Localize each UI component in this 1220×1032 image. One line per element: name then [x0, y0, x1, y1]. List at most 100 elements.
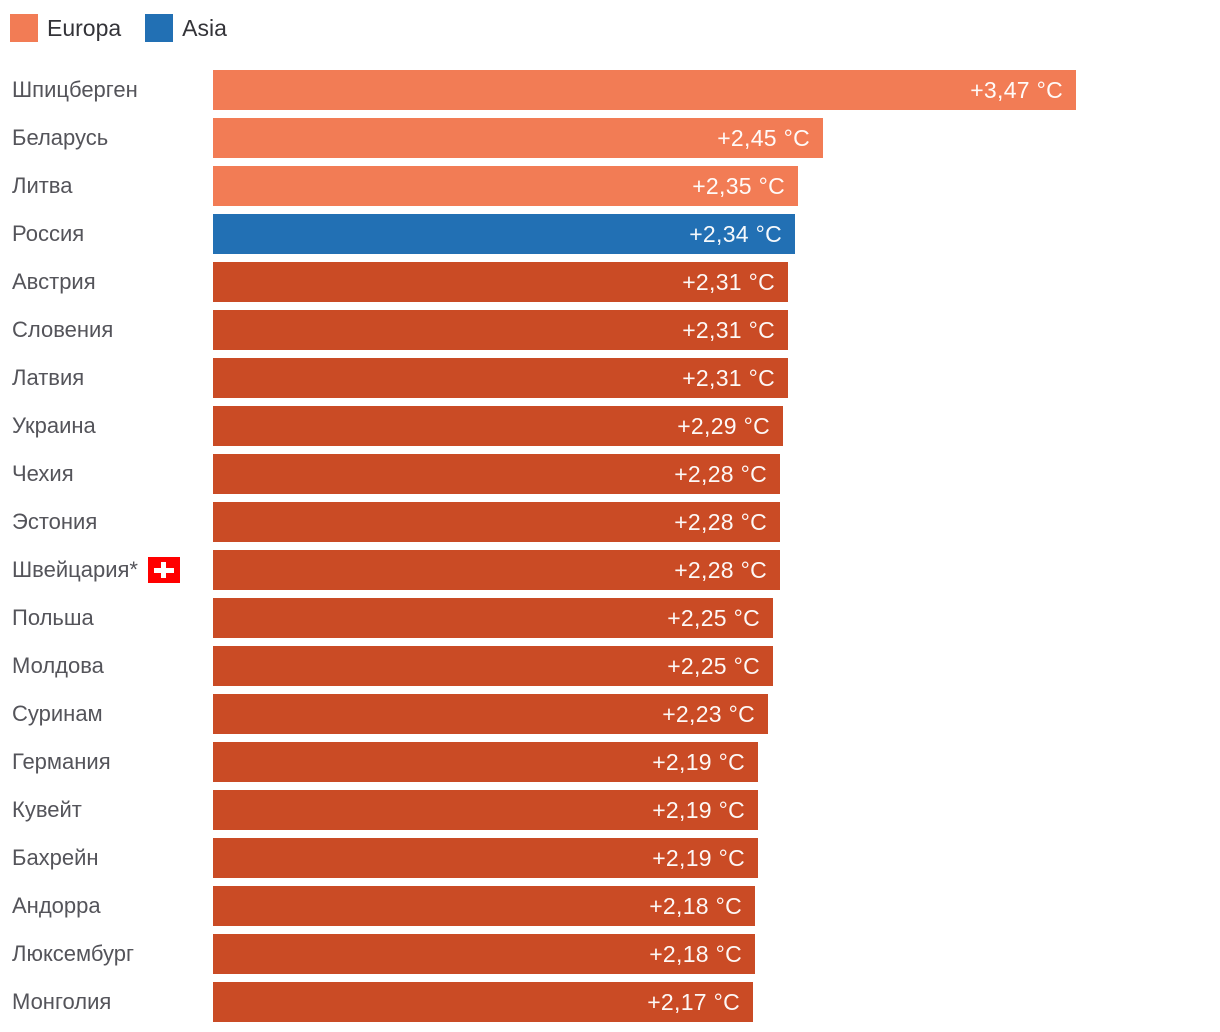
chart-row: Бахрейн +2,19 °C [0, 834, 1220, 882]
country-label: Германия [12, 749, 111, 774]
bar-value-label: +2,34 °C [689, 220, 782, 247]
country-label-cell: Андорра [0, 893, 213, 919]
country-label: Польша [12, 605, 94, 630]
bar: +2,23 °C [213, 694, 768, 734]
country-label-cell: Суринам [0, 701, 213, 727]
legend: Europa Asia [10, 14, 251, 42]
bar-value-label: +2,23 °C [662, 700, 755, 727]
country-label-cell: Молдова [0, 653, 213, 679]
bar: +2,31 °C [213, 310, 788, 350]
bar-value-label: +2,45 °C [717, 124, 810, 151]
legend-label-europa: Europa [47, 14, 122, 41]
bar-value-label: +2,28 °C [674, 508, 767, 535]
chart-row: Молдова +2,25 °C [0, 642, 1220, 690]
country-label: Словения [12, 317, 114, 342]
country-label-cell: Польша [0, 605, 213, 631]
bar: +2,45 °C [213, 118, 823, 158]
bar-value-label: +2,19 °C [652, 844, 745, 871]
bar-chart: Шпицберген +3,47 °C Беларусь +2,45 °C Литва +… [0, 66, 1220, 1026]
switzerland-flag-icon [147, 557, 180, 583]
bar-value-label: +2,28 °C [674, 460, 767, 487]
bar-value-label: +2,19 °C [652, 796, 745, 823]
country-label: Андорра [12, 893, 101, 918]
country-label-cell: Швейцария* [0, 557, 213, 583]
country-label: Бахрейн [12, 845, 99, 870]
country-label: Латвия [12, 365, 85, 390]
bar: +2,28 °C [213, 502, 780, 542]
bar: +2,25 °C [213, 598, 773, 638]
country-label: Австрия [12, 269, 96, 294]
country-label-cell: Словения [0, 317, 213, 343]
chart-row: Австрия +2,31 °C [0, 258, 1220, 306]
country-label-cell: Чехия [0, 461, 213, 487]
country-label-cell: Эстония [0, 509, 213, 535]
chart-row: Литва +2,35 °C [0, 162, 1220, 210]
bar: +3,47 °C [213, 70, 1076, 110]
bar-value-label: +2,19 °C [652, 748, 745, 775]
bar-value-label: +2,17 °C [647, 988, 740, 1015]
bar-value-label: +2,31 °C [682, 364, 775, 391]
country-label: Украина [12, 413, 96, 438]
chart-row: Шпицберген +3,47 °C [0, 66, 1220, 114]
bar-value-label: +2,31 °C [682, 268, 775, 295]
bar-value-label: +2,35 °C [692, 172, 785, 199]
bar: +2,25 °C [213, 646, 773, 686]
country-label: Монголия [12, 989, 112, 1014]
chart-row: Словения +2,31 °C [0, 306, 1220, 354]
bar: +2,19 °C [213, 838, 758, 878]
chart-row: Россия +2,34 °C [0, 210, 1220, 258]
bar: +2,35 °C [213, 166, 798, 206]
country-label-cell: Австрия [0, 269, 213, 295]
chart-row: Андорра +2,18 °C [0, 882, 1220, 930]
country-label: Чехия [12, 461, 74, 486]
legend-item-asia: Asia [145, 14, 227, 42]
country-label: Люксембург [12, 941, 135, 966]
country-label: Шпицберген [12, 77, 138, 102]
country-label: Эстония [12, 509, 98, 534]
legend-swatch-asia-icon [145, 14, 174, 42]
chart-row: Швейцария* +2,28 °C [0, 546, 1220, 594]
country-label-cell: Латвия [0, 365, 213, 391]
bar: +2,19 °C [213, 790, 758, 830]
bar: +2,29 °C [213, 406, 783, 446]
bar-value-label: +2,28 °C [674, 556, 767, 583]
bar: +2,31 °C [213, 262, 788, 302]
bar: +2,17 °C [213, 982, 753, 1022]
bar: +2,31 °C [213, 358, 788, 398]
country-label: Беларусь [12, 125, 109, 150]
country-label: Суринам [12, 701, 103, 726]
bar-value-label: +2,29 °C [677, 412, 770, 439]
chart-row: Германия +2,19 °C [0, 738, 1220, 786]
country-label: Кувейт [12, 797, 82, 822]
country-label-cell: Украина [0, 413, 213, 439]
chart-row: Украина +2,29 °C [0, 402, 1220, 450]
bar: +2,28 °C [213, 454, 780, 494]
country-label: Россия [12, 221, 85, 246]
bar-value-label: +3,47 °C [970, 76, 1063, 103]
country-label-cell: Кувейт [0, 797, 213, 823]
country-label-cell: Монголия [0, 989, 213, 1015]
country-label: Молдова [12, 653, 104, 678]
country-label-cell: Беларусь [0, 125, 213, 151]
bar: +2,19 °C [213, 742, 758, 782]
bar: +2,18 °C [213, 934, 755, 974]
bar-value-label: +2,18 °C [649, 892, 742, 919]
country-label-cell: Германия [0, 749, 213, 775]
country-label-cell: Бахрейн [0, 845, 213, 871]
bar: +2,18 °C [213, 886, 755, 926]
chart-row: Беларусь +2,45 °C [0, 114, 1220, 162]
legend-label-asia: Asia [182, 14, 227, 41]
country-label-cell: Шпицберген [0, 77, 213, 103]
chart-row: Латвия +2,31 °C [0, 354, 1220, 402]
country-label: Швейцария* [12, 557, 138, 582]
bar-value-label: +2,25 °C [667, 652, 760, 679]
chart-row: Эстония +2,28 °C [0, 498, 1220, 546]
country-label-cell: Люксембург [0, 941, 213, 967]
legend-swatch-europa-icon [10, 14, 38, 42]
bar: +2,28 °C [213, 550, 780, 590]
country-label-cell: Россия [0, 221, 213, 247]
legend-item-europa: Europa [10, 14, 121, 42]
chart-row: Кувейт +2,19 °C [0, 786, 1220, 834]
chart-row: Суринам +2,23 °C [0, 690, 1220, 738]
bar-value-label: +2,31 °C [682, 316, 775, 343]
